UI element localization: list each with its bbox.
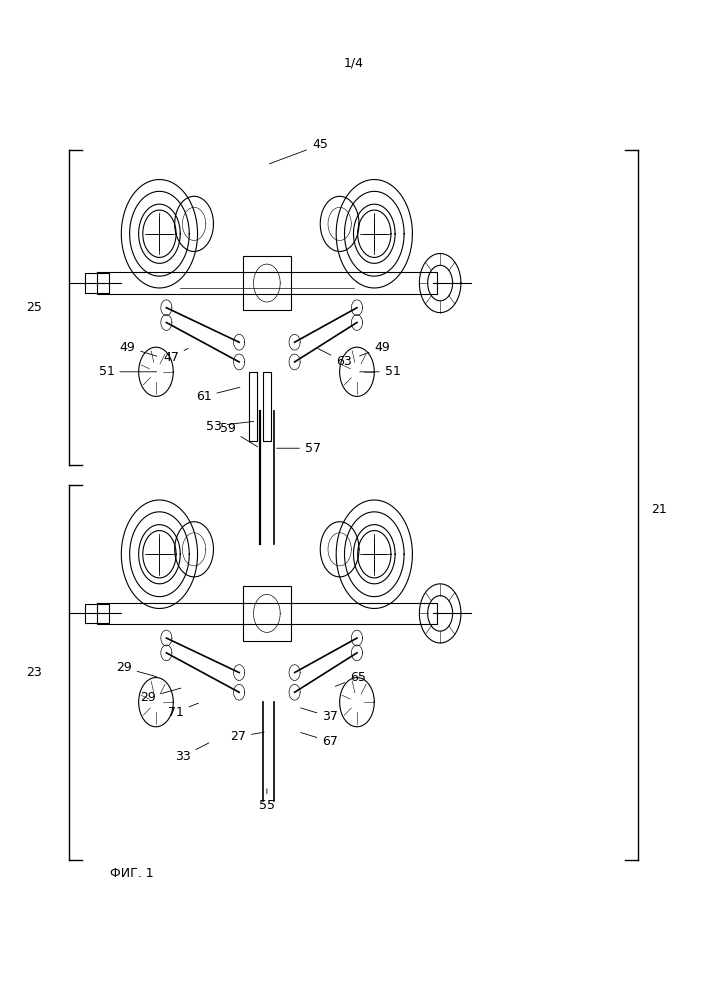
- Text: 49: 49: [360, 341, 390, 356]
- Bar: [243, 586, 291, 641]
- Bar: [243, 256, 291, 310]
- Text: 51: 51: [360, 365, 401, 378]
- Text: 37: 37: [300, 708, 338, 723]
- Text: 61: 61: [196, 387, 240, 403]
- Text: 27: 27: [230, 730, 264, 743]
- Text: 23: 23: [26, 666, 42, 679]
- Text: 33: 33: [175, 743, 209, 763]
- Text: 45: 45: [269, 138, 328, 164]
- Text: 65: 65: [335, 671, 366, 686]
- Text: 21: 21: [652, 503, 667, 516]
- Text: 29: 29: [140, 688, 181, 704]
- Text: 47: 47: [163, 348, 188, 364]
- Text: 71: 71: [168, 703, 199, 719]
- Text: 59: 59: [220, 422, 257, 447]
- Text: 49: 49: [119, 341, 157, 356]
- Text: 55: 55: [259, 789, 275, 812]
- Text: 25: 25: [25, 301, 42, 314]
- Text: 51: 51: [98, 365, 157, 378]
- Text: 53: 53: [206, 420, 254, 433]
- Text: 63: 63: [318, 348, 352, 368]
- Text: 57: 57: [276, 442, 321, 455]
- Text: 67: 67: [300, 733, 338, 748]
- Text: 1/4: 1/4: [344, 56, 363, 69]
- Text: ФИГ. 1: ФИГ. 1: [110, 867, 153, 880]
- Text: 29: 29: [116, 661, 157, 677]
